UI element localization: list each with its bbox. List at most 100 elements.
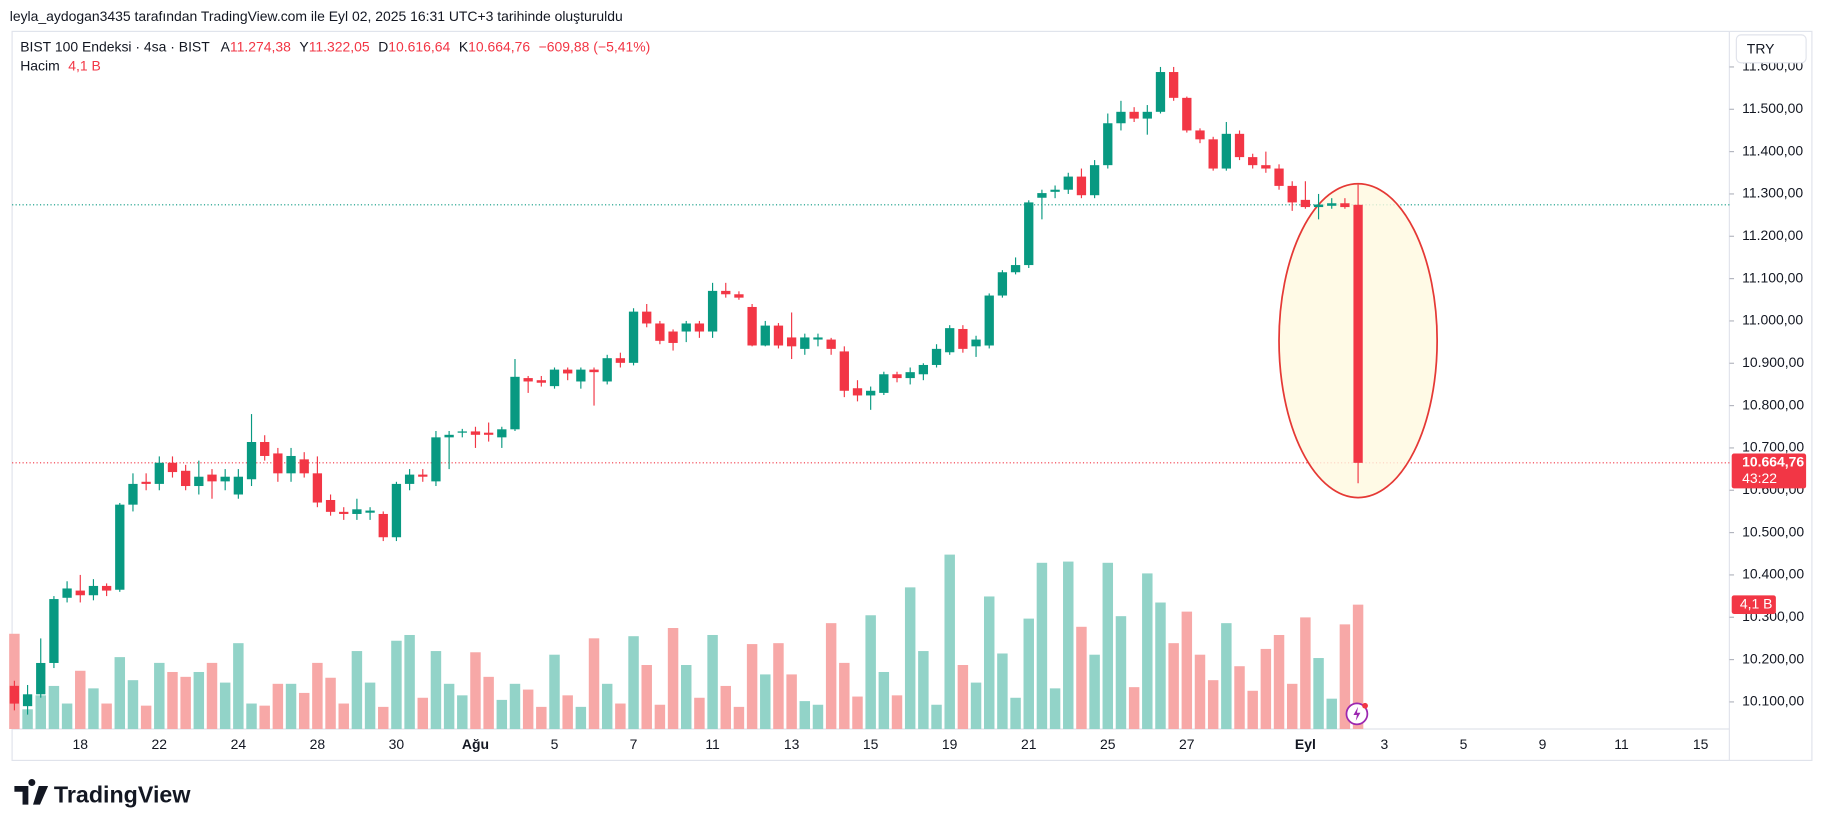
candle-body — [549, 369, 560, 387]
volume-bar — [1234, 666, 1245, 730]
candle-body — [1089, 165, 1100, 196]
x-tick-label: 28 — [310, 736, 326, 752]
volume-bar — [443, 683, 455, 730]
candle-body — [694, 323, 705, 332]
candle-body — [576, 369, 586, 382]
candle-body — [1142, 111, 1152, 119]
volume-bar — [1286, 683, 1298, 730]
volume-bar — [654, 704, 666, 730]
candle-body — [602, 358, 612, 382]
candle-body — [273, 453, 283, 474]
candle-body — [734, 294, 744, 298]
x-tick-label: 7 — [630, 736, 638, 752]
volume-bar — [536, 706, 547, 730]
volume-bar — [1168, 643, 1179, 730]
volume-bar — [1063, 561, 1074, 730]
candle-body — [1208, 139, 1218, 169]
candle-body — [628, 311, 639, 363]
currency-box[interactable] — [1735, 34, 1807, 64]
volume-bar — [193, 671, 205, 730]
legend-key: Y — [299, 38, 308, 54]
volume-bar — [1326, 698, 1337, 730]
candle-body — [207, 474, 217, 482]
candle-body — [1103, 123, 1113, 166]
legend-change: −609,88 (−5,41%) — [539, 38, 651, 54]
candle-body — [497, 429, 507, 438]
candle-body — [1050, 189, 1060, 192]
volume-bar — [878, 671, 890, 730]
candle-body — [312, 473, 323, 503]
volume-bar — [272, 683, 284, 730]
volume-bar — [167, 671, 178, 730]
volume-bar — [681, 665, 692, 730]
candle-body — [852, 388, 863, 396]
legend-key: A — [221, 38, 231, 54]
volume-bar — [1010, 697, 1021, 730]
volume-bar — [206, 662, 218, 730]
candle-body — [1300, 199, 1311, 208]
candle-body — [101, 585, 112, 591]
volume-bar — [641, 665, 652, 730]
volume-bar — [1049, 688, 1061, 730]
candle-body — [141, 481, 151, 484]
volume-bar — [285, 683, 297, 730]
candle-body — [36, 662, 46, 695]
x-tick-label: 22 — [152, 736, 168, 752]
candle-body — [49, 599, 59, 663]
candle-body — [1169, 72, 1179, 98]
volume-bar — [127, 680, 139, 730]
volume-bar — [219, 682, 231, 730]
volume-bar — [404, 634, 415, 730]
y-tick-label: 11.400,00 — [1742, 142, 1803, 158]
volume-bar — [1089, 654, 1100, 730]
volume-bar — [1260, 648, 1272, 730]
candle-body — [773, 325, 784, 346]
volume-bar — [140, 705, 152, 730]
volume-bar — [760, 674, 771, 730]
candle-body — [1063, 176, 1073, 190]
alert-bolt — [1353, 706, 1361, 721]
legend-value: 10.616,64 — [388, 38, 450, 54]
candle-body — [483, 432, 494, 435]
candle-body — [404, 474, 415, 484]
candle-body — [154, 462, 164, 484]
volume-bar — [1207, 680, 1219, 730]
currency[interactable]: TRY — [1747, 41, 1775, 57]
chart-frame — [11, 30, 1813, 761]
candle-body — [563, 369, 573, 374]
volume-bar — [667, 628, 679, 730]
alert-dot — [1362, 702, 1368, 709]
y-tick-label: 10.700,00 — [1742, 439, 1804, 455]
candle-body — [997, 272, 1008, 296]
candle-body — [246, 442, 257, 480]
volume-bar — [628, 636, 639, 730]
candle-body — [839, 351, 849, 391]
volume-badge-value: 4,1 B — [1740, 595, 1773, 611]
price-badge — [1731, 453, 1807, 489]
price-badge-value: 10.664,76 — [1742, 454, 1804, 470]
candle-body — [220, 476, 230, 482]
volume-bar — [615, 703, 626, 730]
candle-body — [1327, 203, 1337, 206]
x-tick-label: 19 — [942, 736, 958, 752]
candle-body — [786, 337, 797, 347]
volume-bar — [720, 685, 731, 730]
volume-bar — [483, 676, 494, 730]
y-tick-label: 10.100,00 — [1742, 693, 1804, 709]
volume-bar — [1128, 687, 1140, 730]
candle-body — [1195, 130, 1205, 140]
candle-body — [931, 348, 942, 365]
volume-bar — [338, 703, 349, 730]
volume-bar — [457, 695, 468, 730]
candle-body — [747, 306, 757, 346]
candle-body — [984, 295, 994, 346]
volume-bar — [562, 695, 573, 730]
candle-body — [655, 323, 665, 341]
volume-bar — [154, 662, 165, 730]
volume-bar — [1273, 634, 1285, 730]
volume-bar — [997, 653, 1008, 730]
candle-body — [1037, 193, 1047, 198]
candle-body — [260, 442, 270, 456]
candle-body — [945, 328, 955, 353]
